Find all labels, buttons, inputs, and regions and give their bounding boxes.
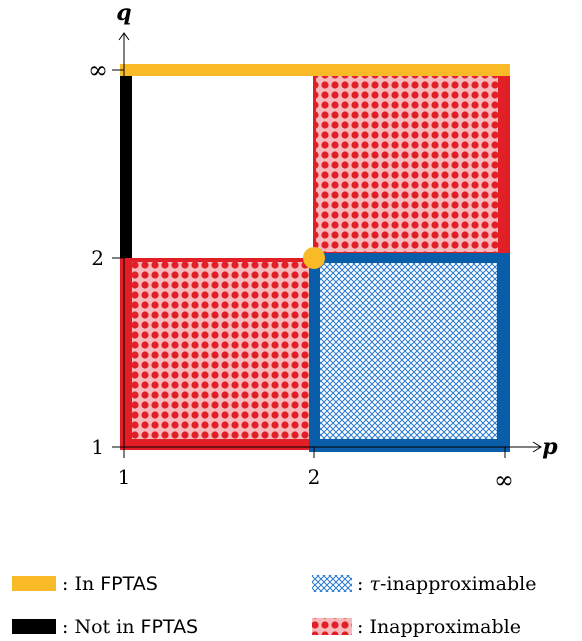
legend-swatch-inapproximable (312, 618, 352, 635)
legend: : In FPTAS : Not in FPTAS : τ-inapproxim… (12, 573, 537, 638)
y-tick-label: 1 (91, 435, 104, 459)
region-inapproximable-top-right (313, 70, 510, 258)
not-in-fptas-bar (120, 70, 132, 258)
x-axis-label: p (542, 434, 558, 460)
in-fptas-point (303, 247, 325, 269)
x-tick-label: 2 (308, 465, 321, 489)
region-inapproximable-bottom-left (120, 258, 313, 450)
x-axis (120, 441, 542, 453)
region-tau-inapproximable (309, 253, 510, 452)
y-tick-label: ∞ (88, 56, 108, 84)
in-fptas-bar (120, 64, 510, 76)
legend-label-inapproximable: : Inapproximable (357, 616, 521, 638)
legend-swatch-tau-inapproximable (312, 575, 352, 592)
legend-label-tau-inapproximable: : τ-inapproximable (357, 573, 537, 595)
y-axis-label: q (116, 0, 131, 26)
legend-swatch-not-in-fptas (12, 619, 56, 634)
legend-label-not-in-fptas: : Not in FPTAS (62, 616, 198, 638)
legend-swatch-in-fptas (12, 576, 56, 591)
x-tick-label: 1 (118, 465, 131, 489)
y-axis (118, 32, 130, 450)
y-tick-label: 2 (91, 246, 104, 270)
legend-label-in-fptas: : In FPTAS (62, 573, 158, 595)
x-tick-label: ∞ (494, 466, 514, 494)
